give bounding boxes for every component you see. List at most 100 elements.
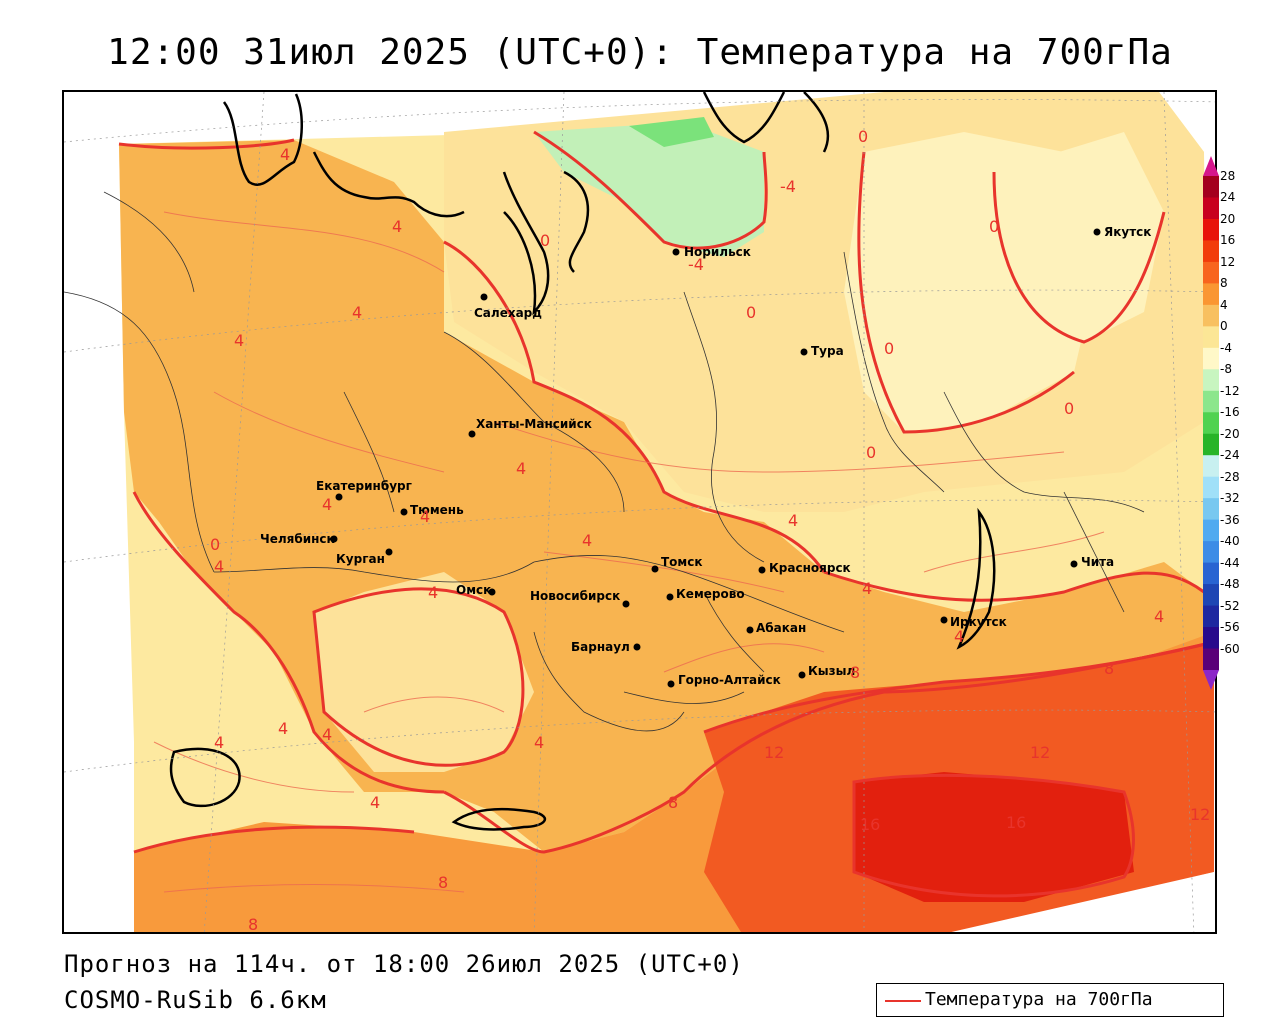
svg-text:-4: -4 <box>688 255 704 274</box>
svg-text:Кызыл: Кызыл <box>808 664 855 678</box>
zone-16-20-core <box>854 772 1134 902</box>
zone-0-4-east <box>994 132 1164 342</box>
colorbar-bottom-arrow <box>1203 670 1219 690</box>
colorbar-tick-label: -52 <box>1220 598 1240 613</box>
svg-text:4: 4 <box>214 557 224 576</box>
colorbar-tick-label: 24 <box>1220 190 1236 205</box>
colorbar-swatch <box>1203 433 1219 456</box>
svg-text:4: 4 <box>862 579 872 598</box>
colorbar-swatch <box>1203 176 1219 198</box>
city-novosibirsk: Новосибирск <box>530 589 630 608</box>
isoline-labels: 4 4 4 4 0 4 0 -4 -4 0 0 0 0 0 4 4 4 4 0 … <box>210 127 1210 934</box>
city-tura: Тура <box>800 344 844 358</box>
svg-text:4: 4 <box>516 459 526 478</box>
zone-cold-core <box>629 117 714 147</box>
city-chita: Чита <box>1070 555 1114 569</box>
colorbar-tick-label: -36 <box>1220 512 1240 527</box>
svg-text:Ханты-Мансийск: Ханты-Мансийск <box>476 417 592 431</box>
colorbar-tick-label: -20 <box>1220 426 1240 441</box>
city-kemerovo: Кемерово <box>666 587 745 601</box>
colorbar-swatch <box>1203 304 1219 327</box>
colorbar-swatch <box>1203 412 1219 435</box>
svg-text:Иркутск: Иркутск <box>950 615 1007 629</box>
svg-text:4: 4 <box>370 793 380 812</box>
svg-text:Новосибирск: Новосибирск <box>530 589 620 603</box>
outside-domain <box>951 872 1215 932</box>
city-kyzyl: Кызыл <box>798 664 855 679</box>
svg-text:12: 12 <box>764 743 784 762</box>
map-canvas: Якутск Норильск Салехард Тура Ханты-Манс… <box>64 92 1215 934</box>
svg-text:12: 12 <box>1030 743 1050 762</box>
colorbar-tick-label: -16 <box>1220 405 1240 420</box>
city-yekaterinburg: Екатеринбург <box>316 479 412 501</box>
colorbar-swatch <box>1203 369 1219 392</box>
svg-text:8: 8 <box>438 873 448 892</box>
colorbar-tick-label: 28 <box>1220 169 1236 183</box>
temperature-map[interactable]: Якутск Норильск Салехард Тура Ханты-Манс… <box>62 90 1217 934</box>
colorbar-swatches <box>1203 156 1219 690</box>
colorbar-swatch <box>1203 476 1219 499</box>
city-yakutsk: Якутск <box>1093 225 1151 239</box>
colorbar-swatch <box>1203 326 1219 349</box>
svg-text:4: 4 <box>278 719 288 738</box>
grid-lines <box>64 92 1215 932</box>
svg-text:4: 4 <box>582 531 592 550</box>
svg-text:Красноярск: Красноярск <box>769 561 851 575</box>
svg-text:0: 0 <box>746 303 756 322</box>
svg-text:Норильск: Норильск <box>684 245 751 259</box>
city-kurgan: Курган <box>336 548 393 566</box>
colorbar-swatch <box>1203 541 1219 564</box>
city-tyumen: Тюмень <box>400 503 464 517</box>
colorbar-swatch <box>1203 218 1219 241</box>
zone-cold-norilsk <box>534 122 764 257</box>
colorbar-swatch <box>1203 455 1219 478</box>
coastlines <box>169 92 996 831</box>
svg-text:4: 4 <box>788 511 798 530</box>
colorbar-swatch <box>1203 197 1219 220</box>
colorbar-swatch <box>1203 627 1219 650</box>
colorbar-swatch <box>1203 283 1219 306</box>
svg-text:4: 4 <box>234 331 244 350</box>
svg-text:8: 8 <box>1104 659 1114 678</box>
colorbar-tick-label: -40 <box>1220 534 1240 549</box>
svg-text:Якутск: Якутск <box>1104 225 1151 239</box>
colorbar-tick-label: -44 <box>1220 555 1240 570</box>
colorbar-tick-label: -56 <box>1220 620 1240 635</box>
svg-text:0: 0 <box>1064 399 1074 418</box>
colorbar <box>1201 156 1280 690</box>
colorbar-swatch <box>1203 347 1219 370</box>
svg-text:4: 4 <box>322 725 332 744</box>
svg-text:-4: -4 <box>780 177 796 196</box>
svg-text:Курган: Курган <box>336 552 385 566</box>
isolines <box>118 130 1215 898</box>
zone-0-4-center <box>314 572 534 772</box>
colorbar-tick-label: -28 <box>1220 469 1240 484</box>
colorbar-swatch <box>1203 261 1219 284</box>
colorbar-tick-label: 4 <box>1220 297 1228 312</box>
colorbar-tick-label: -32 <box>1220 491 1240 506</box>
colorbar-swatch <box>1203 390 1219 413</box>
svg-text:0: 0 <box>540 231 550 250</box>
colorbar-swatch <box>1203 519 1219 542</box>
svg-text:8: 8 <box>248 915 258 934</box>
svg-text:Томск: Томск <box>661 555 703 569</box>
svg-text:Тура: Тура <box>811 344 844 358</box>
colorbar-top-arrow <box>1203 156 1219 176</box>
colorbar-tick-label: 16 <box>1220 233 1236 248</box>
svg-text:4: 4 <box>214 733 224 752</box>
city-abakan: Абакан <box>746 621 806 635</box>
colorbar-tick-label: 20 <box>1220 211 1236 226</box>
city-salekhard: Салехард <box>474 293 542 320</box>
svg-text:0: 0 <box>210 535 220 554</box>
cities: Якутск Норильск Салехард Тура Ханты-Манс… <box>260 225 1151 688</box>
colorbar-swatch <box>1203 240 1219 263</box>
svg-text:0: 0 <box>866 443 876 462</box>
svg-text:Салехард: Салехард <box>474 306 542 320</box>
svg-text:8: 8 <box>668 793 678 812</box>
svg-text:0: 0 <box>989 217 999 236</box>
svg-text:4: 4 <box>534 733 544 752</box>
svg-text:4: 4 <box>954 627 964 646</box>
svg-text:Омск: Омск <box>456 583 491 597</box>
svg-text:4: 4 <box>420 507 430 526</box>
borders <box>64 191 1145 732</box>
